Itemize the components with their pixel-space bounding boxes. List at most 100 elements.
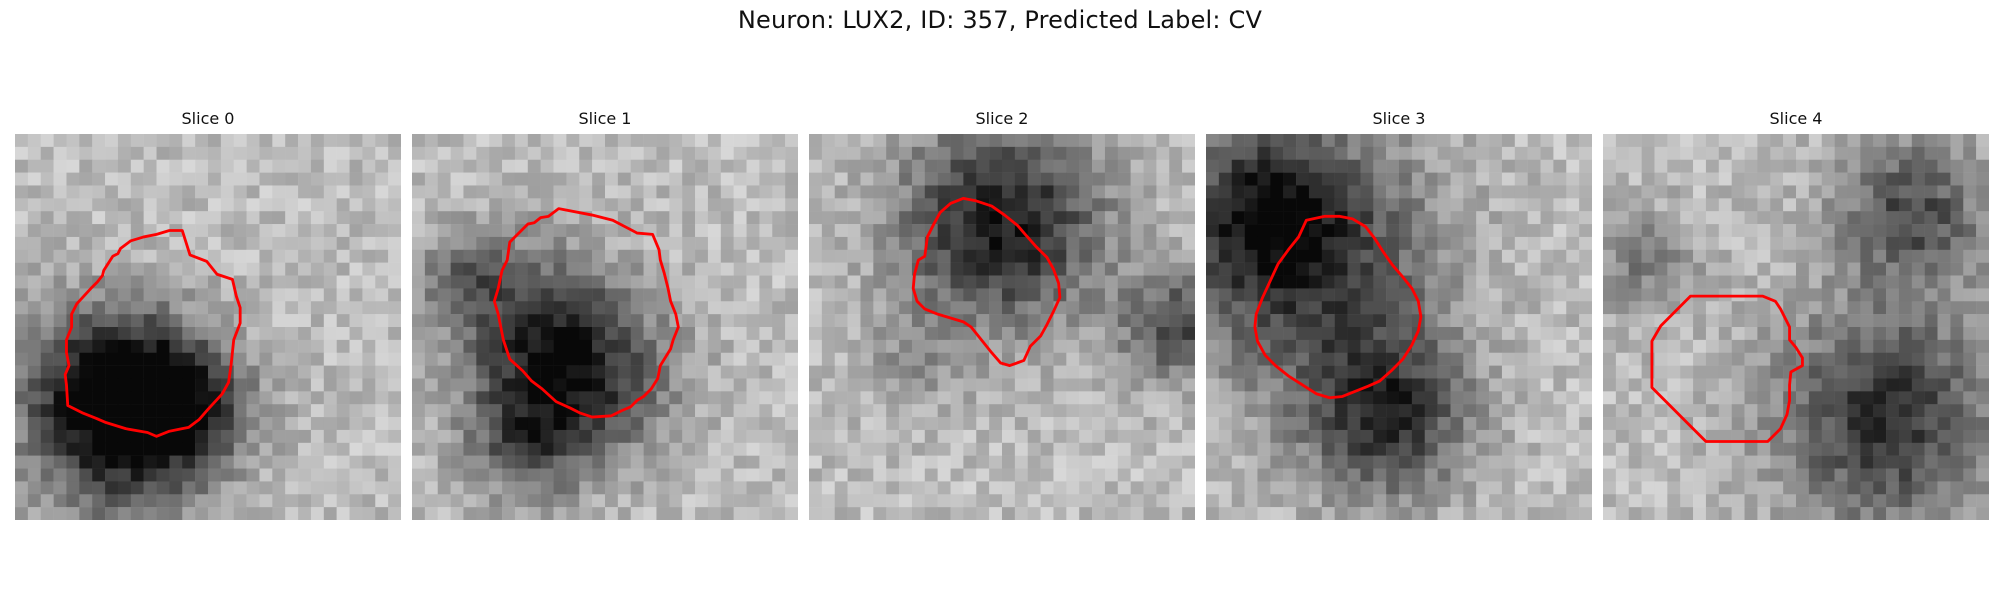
pixel bbox=[514, 159, 529, 173]
pixel bbox=[566, 352, 580, 366]
pixel bbox=[911, 314, 926, 328]
pixel bbox=[785, 481, 798, 495]
pixel bbox=[1360, 146, 1374, 160]
pixel bbox=[182, 288, 196, 302]
pixel bbox=[1514, 404, 1528, 418]
pixel bbox=[362, 417, 376, 431]
pixel bbox=[233, 249, 247, 263]
pixel bbox=[1079, 262, 1093, 276]
pixel bbox=[220, 404, 234, 418]
pixel bbox=[285, 275, 299, 289]
pixel bbox=[720, 417, 734, 431]
pixel bbox=[362, 134, 376, 148]
pixel bbox=[566, 442, 580, 456]
pixel bbox=[847, 185, 861, 199]
pixel bbox=[208, 494, 222, 508]
pixel bbox=[847, 455, 861, 469]
pixel bbox=[246, 288, 260, 302]
pixel bbox=[259, 146, 273, 160]
pixel bbox=[259, 185, 273, 199]
pixel bbox=[553, 429, 567, 444]
pixel bbox=[579, 442, 593, 456]
pixel bbox=[1770, 404, 1784, 418]
pixel bbox=[246, 159, 260, 173]
pixel bbox=[886, 262, 900, 276]
pixel bbox=[592, 146, 606, 160]
pixel bbox=[847, 417, 861, 431]
pixel bbox=[1066, 468, 1080, 482]
pixel bbox=[630, 146, 644, 160]
pixel bbox=[1628, 198, 1642, 212]
pixel bbox=[1334, 339, 1348, 353]
pixel bbox=[847, 198, 861, 212]
pixel bbox=[733, 236, 747, 251]
pixel bbox=[1296, 134, 1310, 148]
pixel bbox=[682, 185, 696, 199]
pixel bbox=[1308, 339, 1323, 353]
pixel bbox=[349, 262, 363, 276]
pixel bbox=[272, 352, 286, 366]
pixel bbox=[1014, 404, 1028, 418]
pixel bbox=[1757, 159, 1771, 173]
pixel bbox=[566, 365, 580, 379]
pixel bbox=[785, 134, 798, 148]
pixel bbox=[476, 507, 490, 520]
pixel bbox=[860, 224, 874, 238]
pixel bbox=[1770, 275, 1784, 289]
pixel bbox=[1641, 429, 1655, 444]
pixel bbox=[1182, 275, 1195, 289]
pixel bbox=[1066, 185, 1080, 199]
pixel bbox=[720, 211, 734, 225]
pixel bbox=[1182, 391, 1195, 405]
pixel bbox=[1501, 134, 1516, 148]
pixel bbox=[450, 468, 464, 482]
pixel bbox=[566, 378, 580, 392]
pixel bbox=[682, 146, 696, 160]
pixel bbox=[553, 365, 567, 379]
pixel bbox=[1911, 146, 1925, 160]
pixel bbox=[911, 198, 926, 212]
pixel bbox=[976, 339, 990, 353]
pixel bbox=[375, 262, 389, 276]
pixel bbox=[1501, 481, 1516, 495]
pixel bbox=[169, 404, 183, 418]
pixel bbox=[643, 352, 657, 366]
pixel bbox=[579, 494, 593, 508]
pixel bbox=[1296, 352, 1310, 366]
pixel bbox=[105, 185, 119, 199]
pixel bbox=[1040, 236, 1054, 251]
slice-image bbox=[1603, 134, 1989, 520]
pixel bbox=[1156, 224, 1170, 238]
pixel bbox=[1834, 146, 1848, 160]
pixel bbox=[1860, 442, 1874, 456]
pixel bbox=[1654, 339, 1668, 353]
pixel bbox=[669, 507, 683, 520]
pixel bbox=[1693, 417, 1707, 431]
pixel bbox=[707, 404, 722, 418]
pixel bbox=[1143, 481, 1157, 495]
pixel bbox=[40, 352, 54, 366]
pixel bbox=[1373, 429, 1387, 444]
pixel bbox=[1705, 481, 1720, 495]
pixel bbox=[1143, 301, 1157, 315]
pixel bbox=[92, 365, 106, 379]
pixel bbox=[1898, 275, 1913, 289]
pixel bbox=[1002, 134, 1016, 148]
pixel bbox=[937, 301, 951, 315]
pixel bbox=[1873, 288, 1887, 302]
pixel bbox=[1963, 314, 1977, 328]
pixel bbox=[1757, 404, 1771, 418]
pixel bbox=[195, 442, 209, 456]
pixel bbox=[886, 365, 900, 379]
pixel bbox=[1424, 391, 1438, 405]
pixel bbox=[1821, 288, 1835, 302]
pixel bbox=[1437, 352, 1451, 366]
pixel bbox=[220, 211, 234, 225]
pixel bbox=[349, 211, 363, 225]
pixel bbox=[527, 159, 541, 173]
pixel bbox=[156, 211, 170, 225]
pixel bbox=[437, 455, 451, 469]
pixel bbox=[336, 301, 350, 315]
pixel bbox=[834, 327, 848, 341]
pixel bbox=[272, 365, 286, 379]
